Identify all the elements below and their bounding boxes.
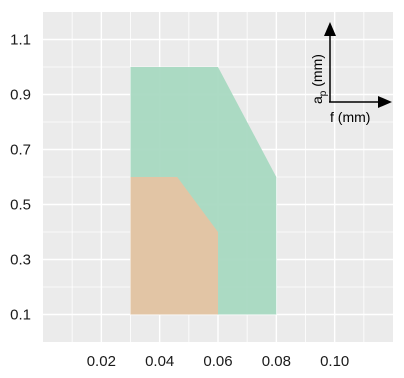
- x-tick-label: 0.06: [203, 353, 232, 370]
- x-tick-label: 0.04: [145, 353, 174, 370]
- x-tick-label: 0.10: [320, 353, 349, 370]
- inset-y-arrowhead: [324, 22, 336, 36]
- y-tick-label: 0.9: [10, 87, 31, 104]
- area-series: [130, 67, 277, 315]
- y-tick-label: 0.3: [10, 252, 31, 269]
- y-tick-label: 0.5: [10, 197, 31, 214]
- inset-y-label-unit: (mm): [309, 54, 325, 91]
- y-tick-label: 0.1: [10, 307, 31, 324]
- y-tick-label: 1.1: [10, 32, 31, 49]
- inset-axes-indicator: ap (mm) f (mm): [309, 22, 392, 125]
- inset-y-axis-label: ap (mm): [309, 54, 329, 104]
- area-series-2: [130, 177, 218, 315]
- x-tick-labels: 0.02 0.04 0.06 0.08 0.10: [87, 353, 350, 370]
- y-tick-labels: 0.1 0.3 0.5 0.7 0.9 1.1: [10, 32, 31, 324]
- inset-x-arrowhead: [378, 96, 392, 108]
- x-tick-label: 0.02: [87, 353, 116, 370]
- y-tick-label: 0.7: [10, 142, 31, 159]
- inset-y-label-sub: p: [318, 90, 329, 96]
- x-tick-label: 0.08: [262, 353, 291, 370]
- inset-y-label-main: a: [309, 96, 325, 104]
- inset-x-axis-label: f (mm): [330, 109, 370, 125]
